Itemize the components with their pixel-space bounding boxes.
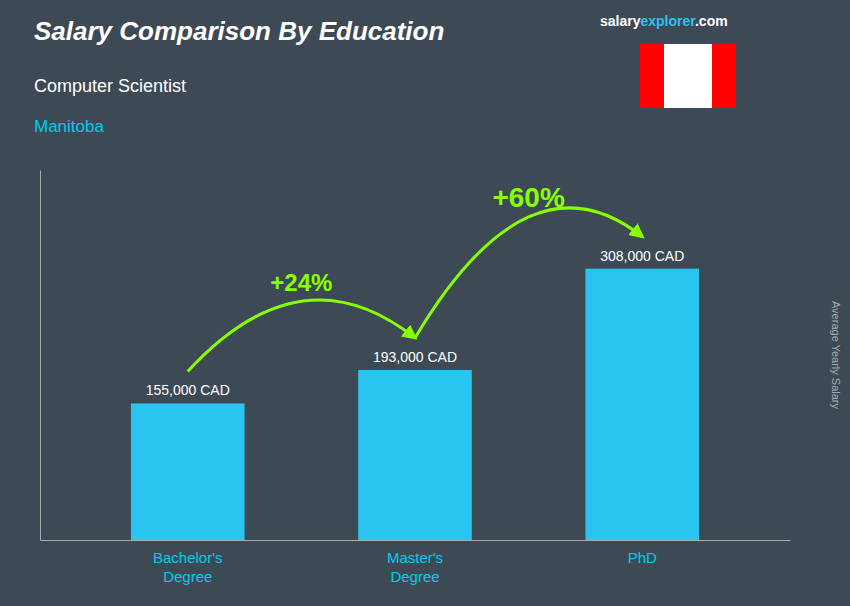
location: Manitoba xyxy=(34,117,104,136)
brand-part: explorer xyxy=(640,13,696,29)
y-label: Average Yearly Salary xyxy=(830,301,842,410)
x-tick-label-line: Bachelor's xyxy=(153,549,223,566)
x-tick-label: Bachelor's Degree xyxy=(153,549,223,586)
x-tick-label-line: Master's xyxy=(387,549,443,566)
background xyxy=(0,0,850,606)
title: Salary Comparison By Education xyxy=(34,16,444,46)
brand-part: salary xyxy=(600,13,641,29)
y-axis-line xyxy=(40,171,41,541)
x-tick: Bachelor's Degree xyxy=(153,540,223,585)
flag-stripe xyxy=(712,44,736,108)
brand: salaryexplorer.com xyxy=(600,13,728,29)
x-tick: PhD xyxy=(628,540,657,566)
change-arrows: +24% +60% xyxy=(188,182,643,371)
bar xyxy=(585,269,699,540)
data-label: 193,000 CAD xyxy=(373,349,457,365)
y-axis xyxy=(40,171,41,541)
chart: Salary Comparison By Education Computer S… xyxy=(0,0,850,606)
x-tick: Master's Degree xyxy=(387,540,443,585)
data-labels: 155,000 CAD 193,000 CAD 308,000 CAD xyxy=(146,248,685,399)
plot: Bachelor's Degree Master's Degree PhD 155,000… xyxy=(41,171,791,586)
flag-stripe xyxy=(640,44,664,108)
x-tick-label: Master's Degree xyxy=(387,549,443,586)
bar xyxy=(131,403,245,540)
change-arrow xyxy=(188,300,415,371)
flag xyxy=(640,44,736,108)
flag-center xyxy=(664,44,712,108)
bar xyxy=(358,370,472,540)
x-tick-label: PhD xyxy=(628,549,657,566)
bars xyxy=(131,269,699,540)
data-label: 155,000 CAD xyxy=(146,382,230,398)
x-axis: Bachelor's Degree Master's Degree PhD xyxy=(41,540,791,585)
x-tick-label-line: Degree xyxy=(390,568,439,585)
x-tick-label-line: Degree xyxy=(163,568,212,585)
change-arrow xyxy=(415,208,642,338)
subtitle: Computer Scientist xyxy=(34,76,186,96)
change-label: +60% xyxy=(492,182,564,213)
data-label: 308,000 CAD xyxy=(600,248,684,264)
brand-part: .com xyxy=(695,13,728,29)
x-tick-label-line: PhD xyxy=(628,549,657,566)
change-label: +24% xyxy=(270,269,332,296)
x-axis-line xyxy=(41,540,791,541)
